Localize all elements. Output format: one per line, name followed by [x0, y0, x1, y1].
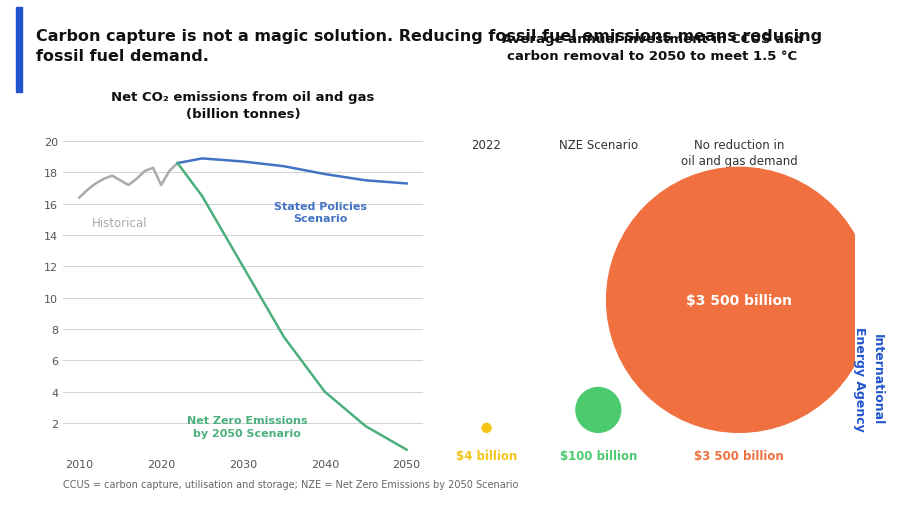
Text: NZE Scenario: NZE Scenario — [559, 139, 638, 152]
Text: International
Energy Agency: International Energy Agency — [853, 326, 884, 431]
Text: $3 500 billion: $3 500 billion — [686, 293, 792, 307]
Bar — [16, 8, 22, 93]
Text: Average annual investment in CCUS and
carbon removal to 2050 to meet 1.5 °C: Average annual investment in CCUS and ca… — [502, 33, 803, 63]
Text: 2022: 2022 — [472, 139, 501, 152]
Text: Carbon capture is not a magic solution. Reducing fossil fuel emissions means red: Carbon capture is not a magic solution. … — [36, 29, 822, 64]
Text: No reduction in
oil and gas demand: No reduction in oil and gas demand — [680, 139, 797, 168]
Text: Stated Policies
Scenario: Stated Policies Scenario — [274, 201, 367, 224]
Circle shape — [482, 424, 491, 432]
Text: $4 billion: $4 billion — [456, 449, 518, 462]
Circle shape — [607, 168, 871, 432]
Title: Net CO₂ emissions from oil and gas
(billion tonnes): Net CO₂ emissions from oil and gas (bill… — [112, 90, 374, 121]
Text: Historical: Historical — [92, 217, 147, 230]
Text: $100 billion: $100 billion — [560, 449, 637, 462]
Text: $3 500 billion: $3 500 billion — [694, 449, 784, 462]
Circle shape — [576, 388, 621, 432]
Text: CCUS = carbon capture, utilisation and storage; NZE = Net Zero Emissions by 2050: CCUS = carbon capture, utilisation and s… — [63, 479, 518, 489]
Text: Net Zero Emissions
by 2050 Scenario: Net Zero Emissions by 2050 Scenario — [187, 416, 307, 438]
